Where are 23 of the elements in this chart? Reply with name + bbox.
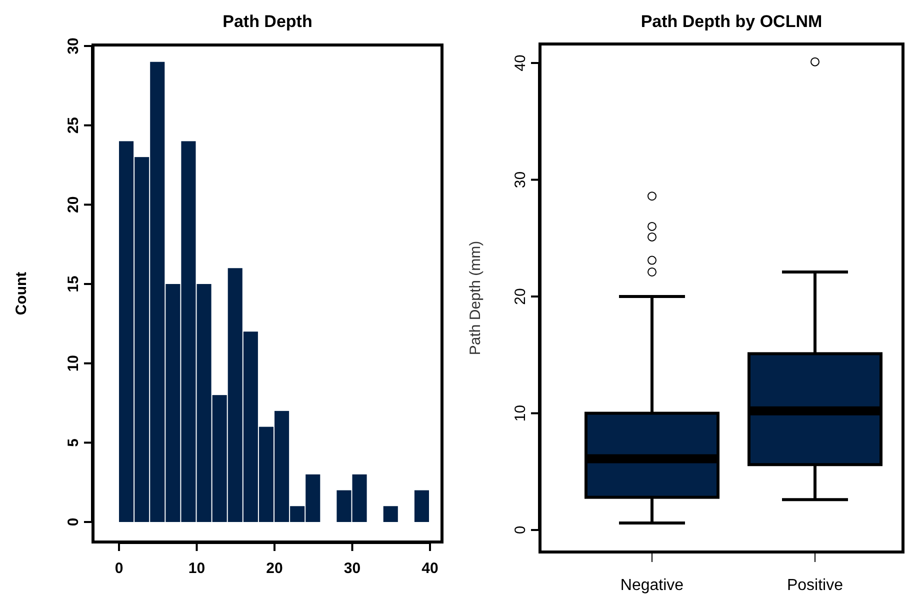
y-tick-label: 10 xyxy=(512,404,529,422)
y-tick-label: 10 xyxy=(65,354,82,372)
y-tick-label: 0 xyxy=(65,518,82,526)
y-tick-label: 15 xyxy=(65,276,82,292)
x-tick-label: 20 xyxy=(266,560,283,577)
y-tick-label: 25 xyxy=(65,116,82,134)
y-axis-title: Path Depth (mm) xyxy=(467,240,484,356)
x-tick-label: 0 xyxy=(114,560,124,577)
chart-title: Path Depth xyxy=(222,12,312,31)
y-tick-label: 20 xyxy=(512,288,529,305)
y-axis-title: Count xyxy=(13,272,30,316)
y-tick-label: 30 xyxy=(65,38,82,54)
y-tick-label: 20 xyxy=(65,196,82,214)
x-tick-label: Positive xyxy=(786,577,844,594)
x-tick-label: 30 xyxy=(344,560,361,577)
x-tick-label: 10 xyxy=(188,560,206,577)
chart-title: Path Depth by OCLNM xyxy=(640,12,822,31)
y-tick-label: 40 xyxy=(512,54,529,72)
y-tick-label: 5 xyxy=(65,438,82,447)
y-tick-label: 0 xyxy=(512,526,529,534)
x-tick-label: Negative xyxy=(620,577,684,594)
x-tick-label: 40 xyxy=(422,560,438,577)
y-tick-label: 30 xyxy=(512,171,529,188)
